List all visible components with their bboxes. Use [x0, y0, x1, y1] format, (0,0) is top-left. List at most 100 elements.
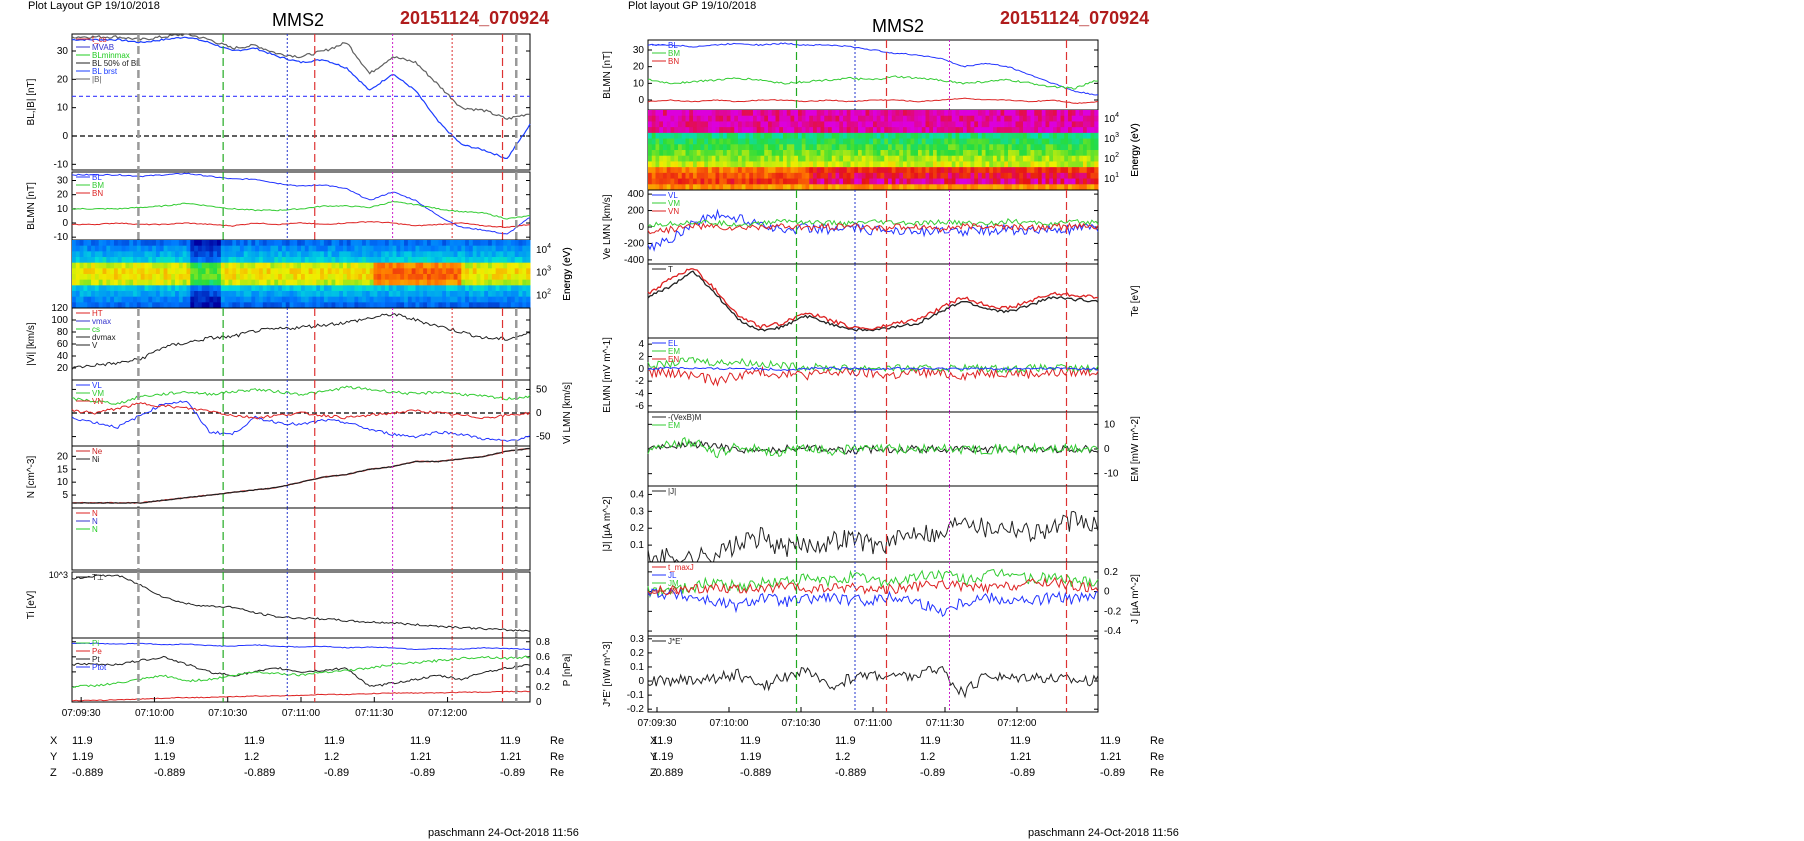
heatmap-cell — [91, 262, 96, 269]
heatmap-cell — [316, 268, 321, 275]
heatmap-cell — [194, 291, 199, 298]
heatmap-cell — [297, 245, 302, 252]
heatmap-cell — [726, 110, 731, 117]
heatmap-cell — [951, 132, 956, 140]
heatmap-cell — [304, 302, 310, 309]
heatmap-cell — [651, 127, 656, 134]
heatmap-cell — [270, 262, 275, 269]
heatmap-cell — [670, 127, 675, 134]
heatmap-cell — [255, 262, 260, 269]
heatmap-cell — [236, 274, 241, 281]
heatmap-cell — [518, 251, 523, 258]
heatmap-cell — [426, 291, 432, 298]
heatmap-cell — [301, 240, 306, 247]
heatmap-cell — [891, 172, 896, 180]
heatmap-cell — [723, 167, 728, 174]
heatmap-cell — [711, 110, 716, 117]
heatmap-cell — [1094, 167, 1099, 174]
heatmap-cell — [1011, 144, 1016, 151]
legend-label: VN — [668, 207, 679, 216]
heatmap-cell — [430, 245, 436, 252]
heatmap-cell — [880, 178, 885, 185]
heatmap-cell — [350, 291, 355, 298]
heatmap-cell — [285, 302, 291, 309]
heatmap-cell — [1049, 110, 1054, 117]
heatmap-cell — [1049, 144, 1054, 151]
heatmap-cell — [133, 240, 138, 247]
heatmap-cell — [342, 285, 348, 292]
heatmap-cell — [708, 110, 713, 117]
heatmap-cell — [839, 138, 844, 145]
x-tick-label: 07:10:30 — [782, 718, 821, 729]
heatmap-cell — [514, 251, 520, 258]
heatmap-cell — [400, 285, 405, 292]
heatmap-cell — [1071, 150, 1076, 157]
heatmap-cell — [719, 161, 724, 168]
heatmap-cell — [869, 121, 874, 128]
heatmap-cell — [798, 161, 803, 168]
heatmap-cell — [1053, 184, 1058, 191]
heatmap-cell — [760, 121, 765, 128]
heatmap-cell — [910, 115, 915, 122]
heatmap-cell — [220, 251, 226, 258]
heatmap-cell — [125, 285, 130, 292]
heatmap-cell — [648, 150, 653, 157]
heatmap-cell — [1015, 167, 1020, 174]
heatmap-cell — [768, 184, 773, 191]
heatmap-cell — [831, 115, 836, 122]
heatmap-cell — [891, 110, 896, 117]
heatmap-cell — [970, 184, 975, 191]
heatmap-cell — [392, 251, 397, 258]
heatmap-cell — [1090, 132, 1095, 140]
heatmap-cell — [354, 251, 359, 258]
heatmap-cell — [760, 115, 765, 122]
heatmap-cell — [715, 115, 720, 122]
heatmap-cell — [1026, 155, 1031, 162]
heatmap-cell — [106, 296, 111, 303]
heatmap-cell — [224, 302, 229, 309]
heatmap-cell — [350, 245, 355, 252]
y-tick-label: 10 — [57, 477, 69, 488]
heatmap-cell — [281, 251, 287, 258]
heatmap-cell — [693, 161, 698, 168]
heatmap-cell — [209, 262, 214, 269]
heatmap-cell — [335, 268, 340, 275]
heatmap-cell — [358, 274, 363, 281]
heatmap-cell — [1045, 167, 1050, 174]
heatmap-cell — [1049, 155, 1054, 162]
heatmap-cell — [974, 110, 979, 117]
heatmap-cell — [449, 285, 455, 292]
heatmap-cell — [948, 155, 953, 162]
heatmap-cell — [764, 178, 769, 185]
heatmap-cell — [72, 257, 77, 264]
heatmap-cell — [1064, 121, 1069, 128]
series-line-VM — [71, 385, 531, 405]
heatmap-cell — [651, 115, 656, 122]
heatmap-cell — [771, 127, 776, 134]
heatmap-cell — [1030, 138, 1035, 145]
heatmap-cell — [670, 167, 675, 174]
heatmap-cell — [970, 138, 975, 145]
heatmap-cell — [155, 296, 161, 303]
heatmap-cell — [831, 127, 836, 134]
heatmap-cell — [948, 178, 953, 185]
heatmap-cell — [320, 296, 325, 303]
heatmap-cell — [1060, 184, 1065, 191]
heatmap-cell — [499, 257, 504, 264]
heatmap-cell — [113, 245, 119, 252]
legend-label: Pi — [92, 639, 99, 648]
heatmap-cell — [741, 161, 746, 168]
series-line-VL — [71, 400, 531, 442]
heatmap-cell — [87, 302, 92, 309]
heatmap-cell — [110, 302, 115, 309]
heatmap-cell — [723, 144, 728, 151]
heatmap-cell — [1053, 110, 1058, 117]
heatmap-cell — [392, 257, 397, 264]
heatmap-cell — [876, 155, 881, 162]
heatmap-cell — [831, 138, 836, 145]
heatmap-cell — [320, 240, 325, 247]
heatmap-cell — [201, 262, 207, 269]
heatmap-cell — [846, 184, 851, 191]
heatmap-cell — [384, 296, 390, 303]
heatmap-cell — [655, 178, 660, 185]
